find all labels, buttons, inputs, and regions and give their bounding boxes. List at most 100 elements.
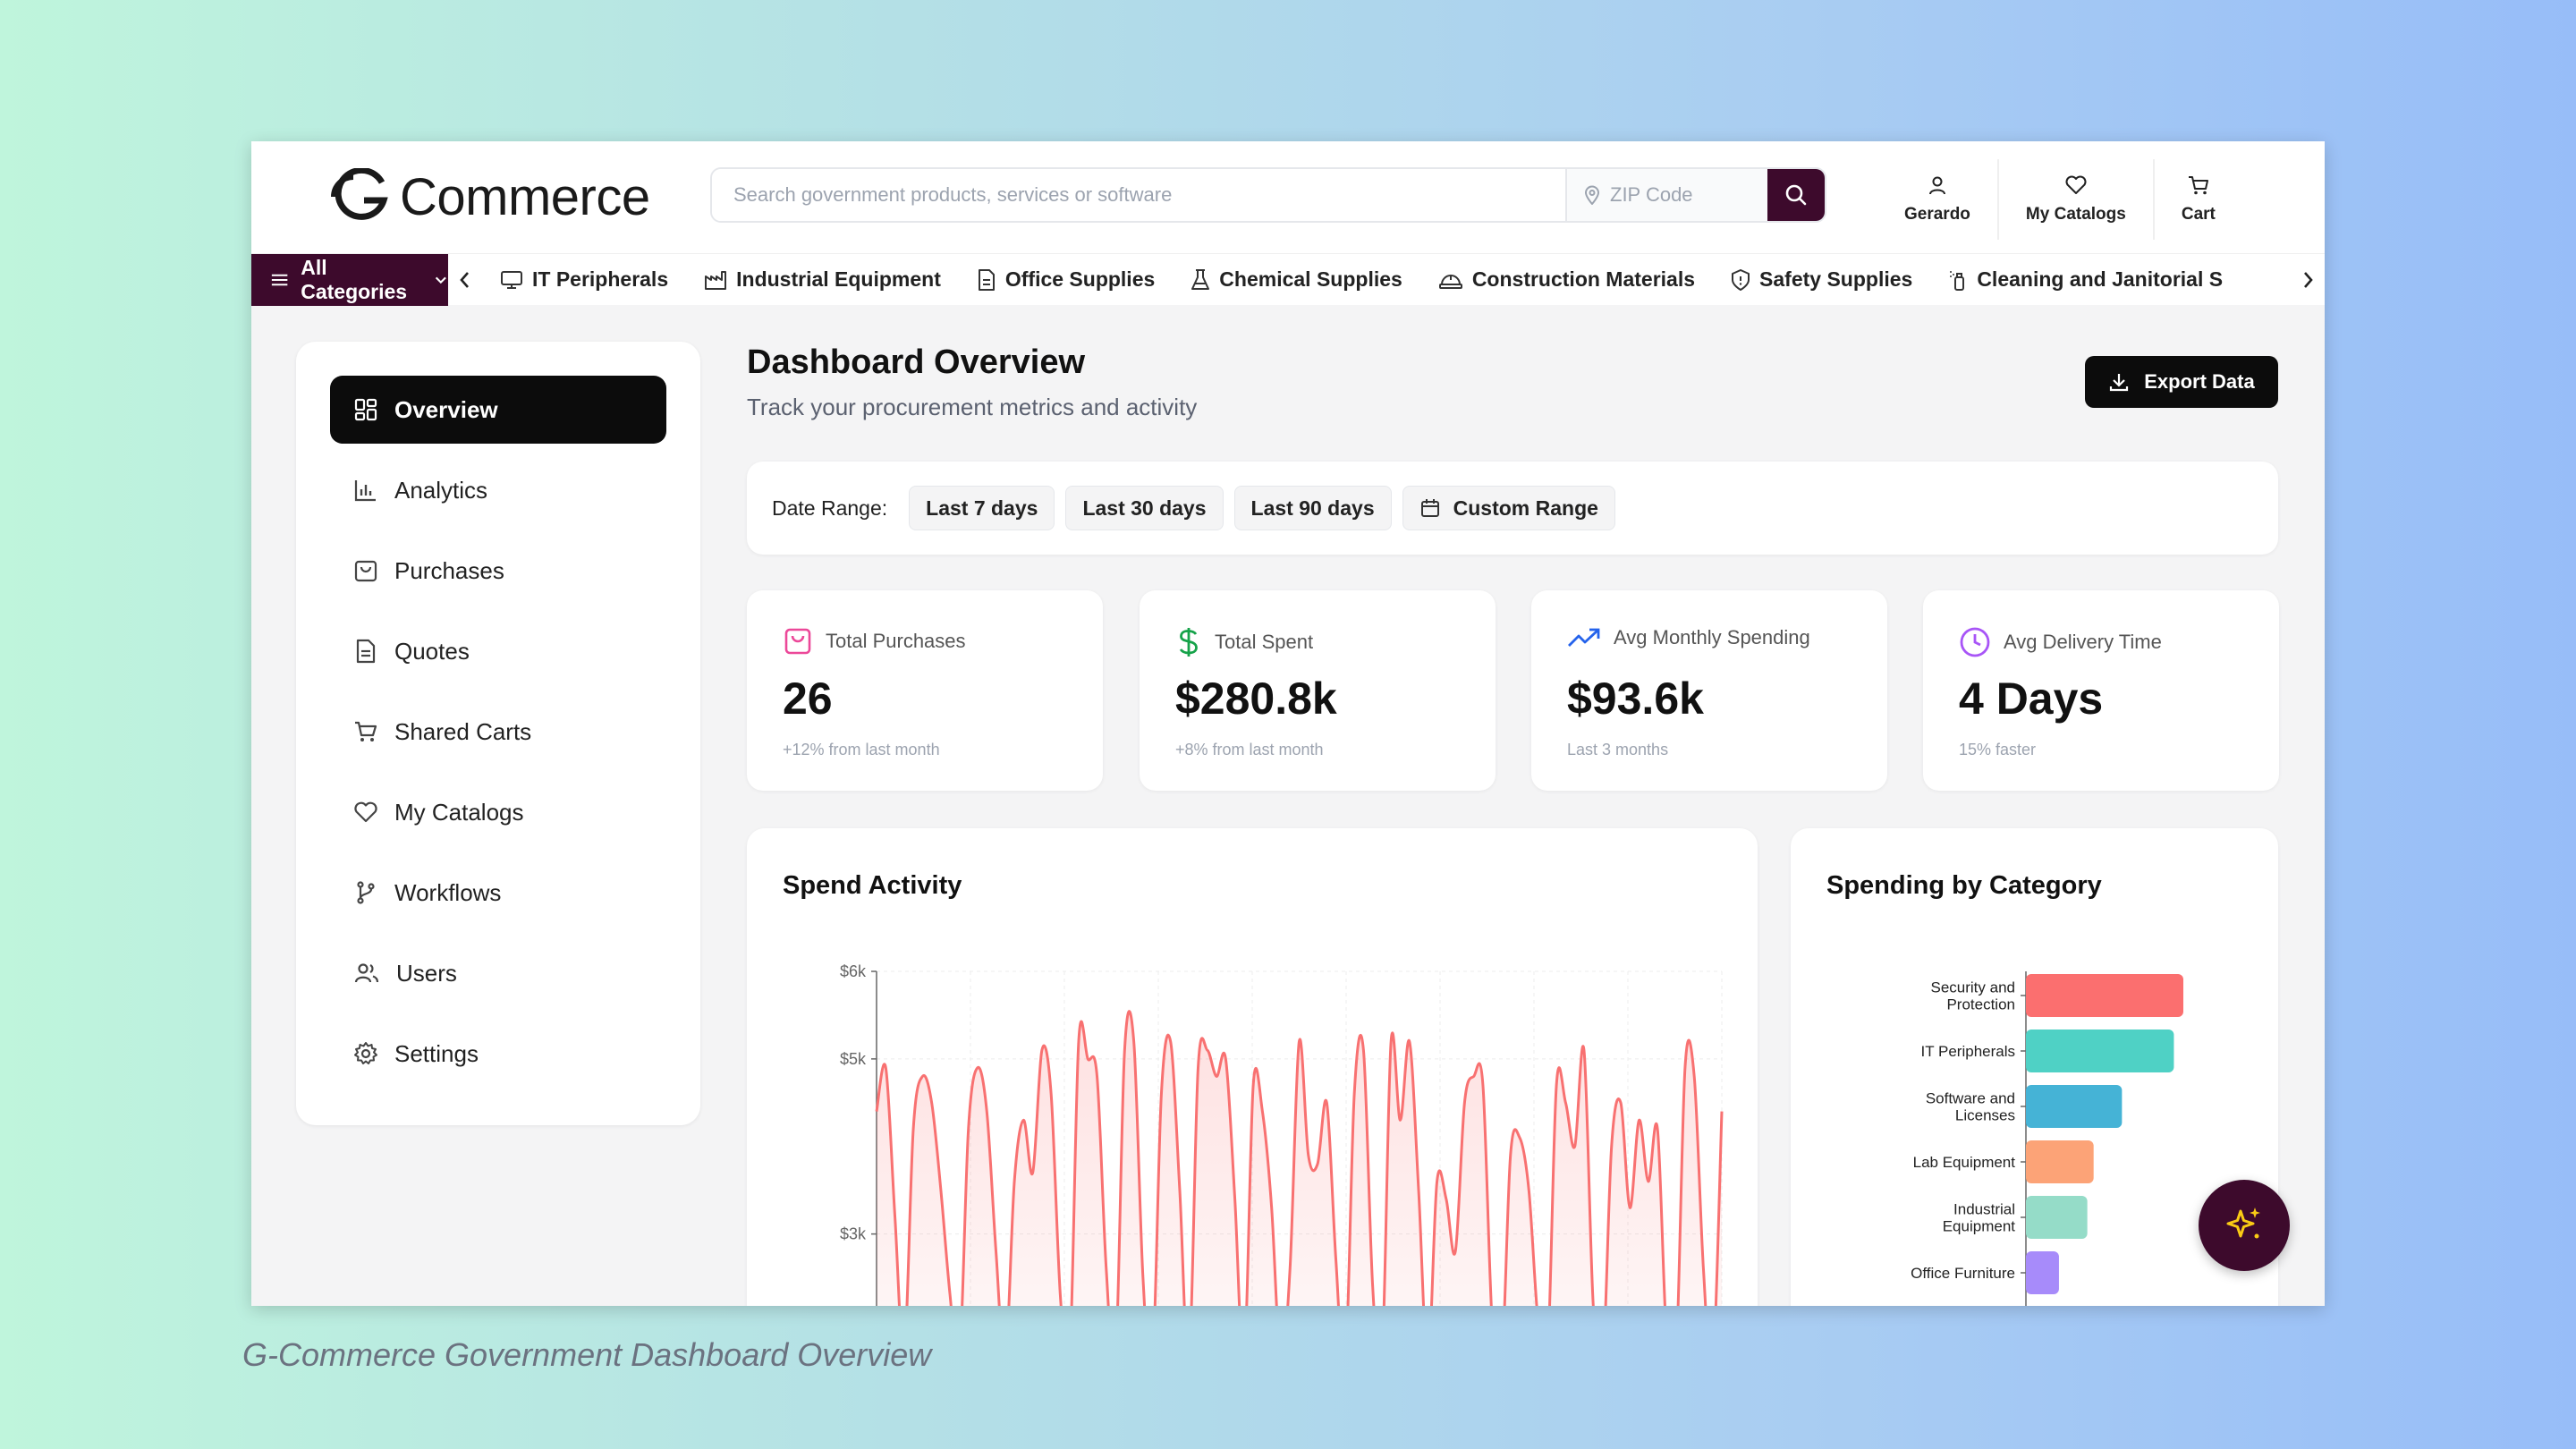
spray-icon: [1950, 270, 1965, 291]
page-title: Dashboard Overview: [747, 343, 1086, 381]
heart-icon: [354, 801, 377, 823]
stat-card-avg-delivery-time: Avg Delivery Time 4 Days 15% faster: [1923, 590, 2279, 791]
category-label: Cleaning and Janitorial S: [1977, 267, 2224, 291]
all-categories-button[interactable]: All Categories: [251, 253, 448, 306]
category-scroll-left[interactable]: [448, 270, 482, 290]
date-range-last-90-days[interactable]: Last 90 days: [1233, 486, 1392, 530]
clock-icon: [1960, 627, 1990, 657]
sidebar-item-label: Shared Carts: [394, 717, 532, 745]
date-range-bar: Date Range: Last 7 days Last 30 days Las…: [747, 462, 2278, 555]
cart-button[interactable]: Cart: [2155, 159, 2242, 240]
category-bar: [2026, 974, 2183, 1017]
stat-note: +8% from last month: [1175, 741, 1324, 758]
app-window: Commerce Gerardo My Catalogs C: [251, 141, 2325, 1306]
bag-icon: [784, 628, 811, 655]
category-construction-materials[interactable]: Construction Materials: [1420, 267, 1713, 292]
category-scroll-right[interactable]: [2291, 270, 2325, 290]
search-icon: [1785, 184, 1807, 206]
category-bar: [2026, 1251, 2059, 1294]
category-label: Chemical Supplies: [1219, 267, 1402, 291]
g-logo-icon: [331, 168, 388, 220]
stat-value: 26: [783, 674, 833, 724]
ai-assistant-button[interactable]: [2199, 1180, 2290, 1271]
sidebar-item-label: Workflows: [394, 878, 502, 906]
chevron-right-icon: [2304, 271, 2313, 288]
stat-note: Last 3 months: [1567, 741, 1669, 758]
date-range-option-label: Last 7 days: [926, 496, 1038, 520]
zip-code-input[interactable]: [1610, 183, 1744, 207]
document-icon: [978, 268, 995, 291]
sidebar-item-overview[interactable]: Overview: [330, 376, 666, 444]
cart-icon: [2188, 176, 2208, 195]
sidebar-item-quotes[interactable]: Quotes: [330, 617, 666, 685]
export-data-button[interactable]: Export Data: [2085, 356, 2278, 408]
sidebar-item-workflows[interactable]: Workflows: [330, 859, 666, 927]
category-industrial-equipment[interactable]: Industrial Equipment: [686, 267, 959, 292]
user-icon: [1928, 176, 1945, 195]
spending-by-category-chart: Security and Protection IT Peripherals Soft…: [1911, 971, 2183, 1306]
gear-icon: [354, 1042, 377, 1064]
sidebar-item-label: Analytics: [394, 476, 488, 504]
sidebar-item-label: My Catalogs: [394, 798, 524, 826]
spend-activity-chart: $6k$5k$3k$2k: [840, 962, 1724, 1306]
stat-title: Avg Delivery Time: [2004, 631, 2162, 653]
sidebar-item-my-catalogs[interactable]: My Catalogs: [330, 778, 666, 846]
flask-icon: [1191, 268, 1210, 290]
category-office-supplies[interactable]: Office Supplies: [959, 267, 1173, 292]
calendar-icon: [1420, 499, 1439, 517]
page-subtitle: Track your procurement metrics and activ…: [747, 394, 1198, 420]
stat-note: 15% faster: [1959, 741, 2037, 758]
spend-line-series: [875, 1010, 1724, 1306]
stat-title: Total Purchases: [826, 630, 966, 652]
sidebar-item-settings[interactable]: Settings: [330, 1020, 666, 1088]
sidebar-item-shared-carts[interactable]: Shared Carts: [330, 698, 666, 766]
category-label: Office Supplies: [1004, 267, 1156, 291]
date-range-last-30-days[interactable]: Last 30 days: [1065, 486, 1224, 530]
stat-title: Total Spent: [1215, 631, 1314, 653]
map-pin-icon: [1584, 185, 1600, 205]
bag-icon: [354, 560, 377, 582]
y-tick-label: $5k: [840, 1050, 867, 1068]
sparkle-icon: [2226, 1208, 2260, 1239]
category-it-peripherals[interactable]: IT Peripherals: [482, 267, 686, 292]
sidebar-item-purchases[interactable]: Purchases: [330, 537, 666, 605]
y-tick-label: $6k: [840, 962, 867, 980]
category-label: IT Peripherals: [532, 267, 669, 291]
category-chemical-supplies[interactable]: Chemical Supplies: [1173, 267, 1420, 292]
category-cleaning-janitorial[interactable]: Cleaning and Janitorial S: [1930, 267, 2241, 292]
search-bar: [710, 167, 1826, 223]
account-button[interactable]: Gerardo: [1877, 159, 1999, 240]
zip-field[interactable]: [1565, 169, 1767, 221]
date-range-custom-range[interactable]: Custom Range: [1402, 486, 1615, 530]
heart-icon: [2065, 175, 2087, 194]
category-label: Security and Protection: [1931, 979, 2016, 1013]
search-button[interactable]: [1767, 169, 1825, 221]
hardhat-icon: [1438, 274, 1462, 289]
sidebar-item-label: Users: [396, 959, 457, 987]
sidebar-item-analytics[interactable]: Analytics: [330, 456, 666, 524]
sidebar-item-users[interactable]: Users: [330, 939, 666, 1007]
date-range-last-7-days[interactable]: Last 7 days: [909, 486, 1055, 530]
search-input[interactable]: [712, 169, 1565, 221]
brand-logo[interactable]: Commerce: [325, 161, 650, 233]
category-bar: [2026, 1196, 2088, 1239]
category-safety-supplies[interactable]: Safety Supplies: [1713, 267, 1930, 292]
stat-value: $280.8k: [1175, 674, 1337, 724]
monitor-icon: [501, 270, 522, 289]
top-header: Commerce Gerardo My Catalogs C: [251, 141, 2325, 253]
my-catalogs-button[interactable]: My Catalogs: [1999, 159, 2155, 240]
chevron-left-icon: [460, 271, 469, 288]
users-icon: [354, 963, 379, 983]
menu-icon: [271, 274, 288, 285]
chevron-down-icon: [436, 276, 447, 284]
document-icon: [356, 639, 376, 664]
category-label: Industrial Equipment: [736, 267, 941, 291]
stat-card-total-spent: Total Spent $280.8k +8% from last month: [1140, 590, 1496, 791]
category-label: Construction Materials: [1471, 267, 1696, 291]
date-range-option-label: Last 30 days: [1082, 496, 1207, 520]
sidebar-item-label: Overview: [394, 395, 498, 423]
category-bar: [2026, 1140, 2094, 1183]
stat-value: $93.6k: [1567, 674, 1704, 724]
sidebar-item-label: Quotes: [394, 637, 470, 665]
trend-up-icon: [1568, 628, 1600, 647]
